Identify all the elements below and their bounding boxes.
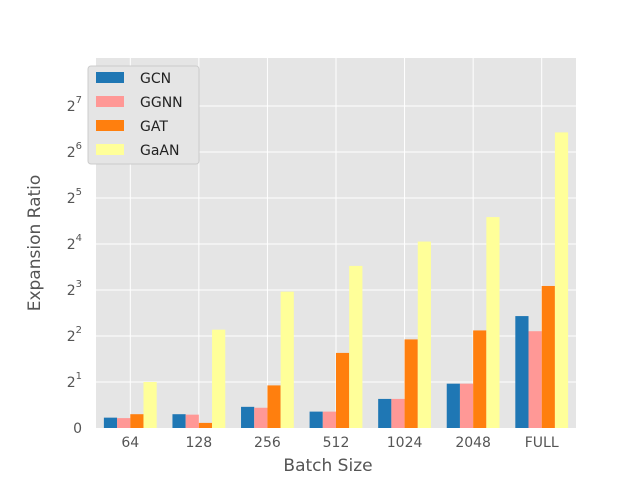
bar-gaan-64 xyxy=(143,382,156,428)
bar-ggnn-256 xyxy=(254,408,267,428)
y-tick-label: 22 xyxy=(67,325,82,345)
x-tick-label: 64 xyxy=(121,435,139,451)
bar-gaan-512 xyxy=(349,266,362,428)
x-tick-label: 128 xyxy=(185,435,212,451)
y-tick-label: 24 xyxy=(67,233,82,253)
x-tick-label: 512 xyxy=(323,435,350,451)
y-tick-label: 27 xyxy=(67,95,82,115)
y-tick-labels: 0 21 22 23 24 25 26 27 xyxy=(67,95,82,437)
x-axis-label: Batch Size xyxy=(283,456,372,476)
y-tick-label: 0 xyxy=(73,421,82,437)
bar-gaan-1024 xyxy=(418,242,431,428)
bar-gat-1024 xyxy=(405,339,418,428)
legend-label-ggnn: GGNN xyxy=(140,95,183,111)
bar-ggnn-full xyxy=(529,331,542,428)
bar-gat-512 xyxy=(336,353,349,428)
bar-gcn-2048 xyxy=(447,384,460,428)
bar-gaan-full xyxy=(555,132,568,428)
legend-swatch-ggnn xyxy=(96,96,124,107)
bar-ggnn-1024 xyxy=(391,399,404,428)
legend-label-gat: GAT xyxy=(140,119,168,135)
x-tick-label: 2048 xyxy=(455,435,491,451)
y-tick-label: 21 xyxy=(67,371,82,391)
bar-ggnn-512 xyxy=(323,412,336,428)
legend-swatch-gaan xyxy=(96,144,124,155)
bar-gat-64 xyxy=(130,414,143,428)
bar-ggnn-128 xyxy=(186,415,199,428)
legend-swatch-gcn xyxy=(96,72,124,83)
bar-gcn-256 xyxy=(241,407,254,428)
bar-gcn-128 xyxy=(172,414,185,428)
legend-swatch-gat xyxy=(96,120,124,131)
x-tick-label: 256 xyxy=(254,435,281,451)
bar-gat-full xyxy=(542,286,555,428)
bar-gaan-256 xyxy=(281,292,294,428)
bar-gcn-1024 xyxy=(378,399,391,428)
legend-label-gaan: GaAN xyxy=(140,143,179,159)
bar-gcn-64 xyxy=(104,418,117,428)
x-tick-label: FULL xyxy=(525,435,559,451)
legend-label-gcn: GCN xyxy=(140,71,171,87)
bar-gcn-full xyxy=(515,316,528,428)
y-tick-label: 23 xyxy=(67,279,82,299)
y-tick-label: 25 xyxy=(67,187,82,207)
bar-ggnn-2048 xyxy=(460,384,473,428)
bar-ggnn-64 xyxy=(117,418,130,428)
bar-gat-2048 xyxy=(473,330,486,428)
bar-gat-256 xyxy=(267,385,280,428)
bar-gcn-512 xyxy=(310,412,323,428)
legend: GCN GGNN GAT GaAN xyxy=(88,66,199,164)
bar-gat-128 xyxy=(199,423,212,428)
bar-gaan-2048 xyxy=(486,217,499,428)
y-axis-label: Expansion Ratio xyxy=(25,175,45,312)
x-tick-label: 1024 xyxy=(387,435,423,451)
bar-gaan-128 xyxy=(212,330,225,428)
y-tick-label: 26 xyxy=(67,141,82,161)
x-tick-labels: 64 128 256 512 1024 2048 FULL xyxy=(121,435,558,451)
